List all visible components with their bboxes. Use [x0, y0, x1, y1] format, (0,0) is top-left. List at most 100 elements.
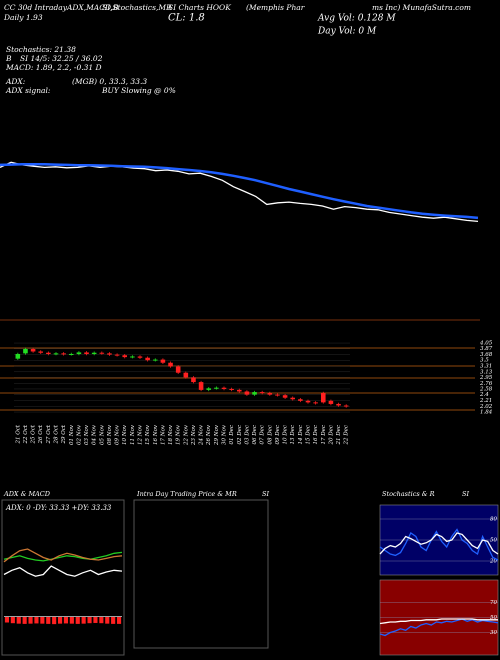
- candle-body: [84, 352, 89, 354]
- x-tick-label: 19 Nov: [176, 424, 182, 445]
- header-text: (MGB) 0, 33.3, 33.3: [72, 77, 147, 86]
- x-tick-label: 22 Dec: [344, 425, 350, 446]
- candle-body: [68, 353, 74, 355]
- y-tick-label: 2.95: [479, 375, 493, 381]
- header-text: (Memphis Phar: [246, 3, 305, 12]
- x-tick-label: 30 Nov: [222, 424, 228, 445]
- candle-body: [107, 353, 112, 355]
- bar: [99, 616, 104, 624]
- x-tick-label: 13 Dec: [290, 425, 296, 445]
- x-tick-label: 17 Dec: [321, 425, 327, 445]
- header-text: SI,Stochastics,MR: [102, 3, 172, 12]
- candle-body: [191, 377, 196, 383]
- candle-body: [23, 348, 28, 354]
- y-tick-label: 70: [490, 600, 497, 606]
- panel-title: ADX & MACD: [3, 490, 51, 498]
- y-tick-label: 2.02: [479, 404, 493, 410]
- x-tick-label: 23 Nov: [191, 424, 197, 446]
- x-tick-label: 15 Nov: [145, 424, 151, 445]
- candle-body: [99, 352, 105, 354]
- y-tick-label: 20: [489, 559, 497, 565]
- series-line: [3, 565, 123, 577]
- header-text: BUY Slowing @ 0%: [101, 86, 176, 95]
- bar: [52, 616, 57, 625]
- bar: [10, 616, 15, 624]
- bar: [81, 616, 86, 624]
- x-tick-label: 16 Dec: [313, 425, 319, 445]
- series-line: [379, 618, 499, 637]
- bar: [16, 616, 21, 624]
- header-text: ms Inc) MunafaSutra.com: [372, 3, 471, 12]
- y-tick-label: 2.4: [479, 392, 489, 398]
- x-tick-label: 05 Nov: [99, 424, 105, 445]
- candle-body: [198, 382, 204, 390]
- candle-body: [305, 400, 311, 403]
- candle-body: [168, 362, 173, 367]
- x-tick-label: 09 Dec: [275, 425, 281, 445]
- y-tick-label: 2.21: [479, 398, 492, 404]
- candle-body: [175, 366, 181, 373]
- candle-body: [336, 403, 341, 406]
- header-text: CL: 1.8: [168, 13, 205, 24]
- bar: [46, 616, 51, 624]
- y-tick-label: 3.68: [480, 352, 493, 358]
- candle-body: [252, 392, 257, 395]
- x-tick-label: 21 Oct: [15, 424, 21, 444]
- y-tick-label: 3.87: [480, 346, 493, 352]
- header-text: Stochastics: 21.38: [6, 45, 76, 54]
- panel-subtitle: ADX: 0 -DY: 33.33 +DY: 33.33: [5, 504, 112, 512]
- x-tick-label: 08 Nov: [107, 424, 113, 445]
- candle-body: [313, 402, 318, 404]
- candle-body: [152, 359, 158, 361]
- x-tick-label: 01 Dec: [229, 425, 235, 445]
- candle-body: [91, 352, 97, 354]
- candle-body: [298, 399, 303, 401]
- x-tick-label: 28 Oct: [54, 424, 60, 444]
- bar: [111, 616, 116, 624]
- candle-body: [38, 351, 44, 353]
- y-tick-label: 80: [490, 517, 497, 523]
- bar: [57, 616, 63, 624]
- candle-body: [343, 405, 349, 407]
- bar: [69, 616, 74, 624]
- x-tick-label: 14 Dec: [298, 425, 304, 445]
- y-tick-label: 1.84: [480, 410, 493, 416]
- x-tick-label: 07 Dec: [260, 425, 266, 445]
- x-tick-label: 22 Oct: [23, 424, 29, 444]
- candle-body: [130, 356, 135, 358]
- x-tick-label: 22 Nov: [183, 424, 189, 446]
- candle-body: [221, 387, 227, 389]
- candle-body: [145, 357, 150, 361]
- x-tick-label: 17 Nov: [160, 424, 166, 445]
- candle-body: [15, 353, 21, 359]
- x-tick-label: 21 Dec: [336, 425, 342, 446]
- panel-title: Stochastics & R: [382, 490, 435, 498]
- candle-body: [30, 348, 36, 352]
- header-text: MACD: 1.89, 2.2, -0.31 D: [5, 63, 102, 72]
- candle-body: [160, 359, 166, 363]
- x-tick-label: 03 Nov: [84, 424, 90, 445]
- x-tick-label: 03 Dec: [244, 425, 250, 445]
- candle-body: [229, 388, 234, 390]
- bar: [40, 616, 45, 624]
- x-tick-label: 15 Dec: [306, 425, 312, 445]
- x-tick-label: 02 Nov: [76, 424, 82, 445]
- bar: [87, 616, 92, 624]
- x-tick-label: 12 Nov: [138, 424, 144, 445]
- adx-panel: [1, 499, 125, 656]
- y-tick-label: 2.58: [479, 386, 493, 392]
- series-line: [379, 532, 499, 555]
- y-tick-label: 2.76: [479, 381, 493, 387]
- bar: [105, 616, 110, 624]
- x-tick-label: 20 Dec: [328, 425, 334, 446]
- candle-body: [275, 394, 280, 396]
- panel-title: Intra Day Trading Price & MR: [136, 490, 237, 498]
- header-text: Daily 1.93: [3, 13, 43, 22]
- y-tick-label: 3.31: [480, 364, 492, 370]
- bar: [28, 616, 33, 624]
- y-tick-label: 3.5: [480, 358, 489, 364]
- x-tick-label: 02 Dec: [237, 425, 243, 445]
- candle-body: [267, 393, 273, 395]
- bar: [63, 616, 69, 624]
